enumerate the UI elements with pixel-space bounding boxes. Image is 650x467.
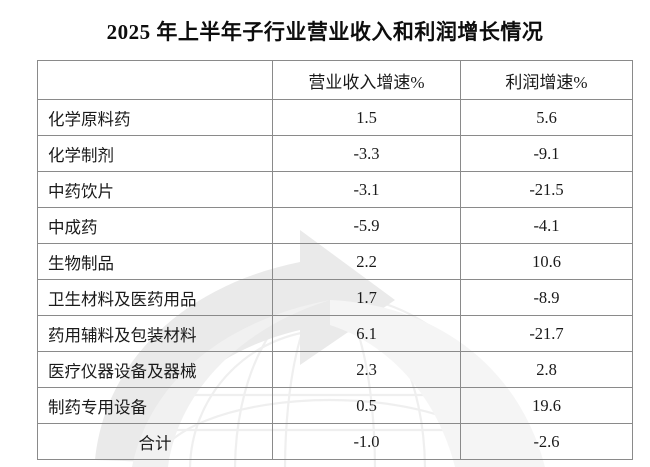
table-row: 药用辅料及包装材料 6.1 -21.7 (37, 315, 633, 352)
cell-revenue-growth: -5.9 (272, 207, 461, 244)
row-label: 药用辅料及包装材料 (37, 315, 273, 352)
table-row: 中药饮片 -3.1 -21.5 (37, 171, 633, 208)
table-row: 医疗仪器设备及器械 2.3 2.8 (37, 351, 633, 388)
table-row: 制药专用设备 0.5 19.6 (37, 387, 633, 424)
cell-profit-growth: -4.1 (460, 207, 633, 244)
row-label: 中成药 (37, 207, 273, 244)
row-label-total: 合计 (37, 423, 273, 460)
cell-profit-growth: 19.6 (460, 387, 633, 424)
cell-profit-growth-total: -2.6 (460, 423, 633, 460)
cell-revenue-growth: 6.1 (272, 315, 461, 352)
table-row: 卫生材料及医药用品 1.7 -8.9 (37, 279, 633, 316)
cell-profit-growth: 2.8 (460, 351, 633, 388)
industry-growth-table: 营业收入增速% 利润增速% 化学原料药 1.5 5.6 化学制剂 -3.3 -9… (37, 60, 633, 460)
row-label: 生物制品 (37, 243, 273, 280)
column-header-industry (37, 60, 273, 100)
row-label: 化学制剂 (37, 135, 273, 172)
cell-revenue-growth: 1.7 (272, 279, 461, 316)
cell-revenue-growth: 1.5 (272, 99, 461, 136)
table-row: 化学原料药 1.5 5.6 (37, 99, 633, 136)
row-label: 中药饮片 (37, 171, 273, 208)
table-row: 生物制品 2.2 10.6 (37, 243, 633, 280)
row-label: 医疗仪器设备及器械 (37, 351, 273, 388)
row-label: 化学原料药 (37, 99, 273, 136)
cell-profit-growth: -9.1 (460, 135, 633, 172)
cell-revenue-growth: 2.3 (272, 351, 461, 388)
table-row: 中成药 -5.9 -4.1 (37, 207, 633, 244)
cell-revenue-growth: 0.5 (272, 387, 461, 424)
column-header-profit-growth: 利润增速% (460, 60, 633, 100)
table-row-total: 合计 -1.0 -2.6 (37, 423, 633, 460)
table-container: 营业收入增速% 利润增速% 化学原料药 1.5 5.6 化学制剂 -3.3 -9… (37, 60, 633, 460)
row-label: 卫生材料及医药用品 (37, 279, 273, 316)
cell-profit-growth: -21.7 (460, 315, 633, 352)
row-label: 制药专用设备 (37, 387, 273, 424)
header-row: 营业收入增速% 利润增速% (37, 60, 633, 100)
cell-profit-growth: -8.9 (460, 279, 633, 316)
table-body: 化学原料药 1.5 5.6 化学制剂 -3.3 -9.1 中药饮片 -3.1 -… (37, 99, 633, 460)
page-title: 2025 年上半年子行业营业收入和利润增长情况 (106, 20, 544, 44)
cell-profit-growth: 10.6 (460, 243, 633, 280)
cell-revenue-growth: -3.1 (272, 171, 461, 208)
table-header: 营业收入增速% 利润增速% (37, 60, 633, 100)
cell-revenue-growth: -3.3 (272, 135, 461, 172)
column-header-revenue-growth: 营业收入增速% (272, 60, 461, 100)
cell-revenue-growth-total: -1.0 (272, 423, 461, 460)
cell-revenue-growth: 2.2 (272, 243, 461, 280)
cell-profit-growth: 5.6 (460, 99, 633, 136)
cell-profit-growth: -21.5 (460, 171, 633, 208)
table-row: 化学制剂 -3.3 -9.1 (37, 135, 633, 172)
